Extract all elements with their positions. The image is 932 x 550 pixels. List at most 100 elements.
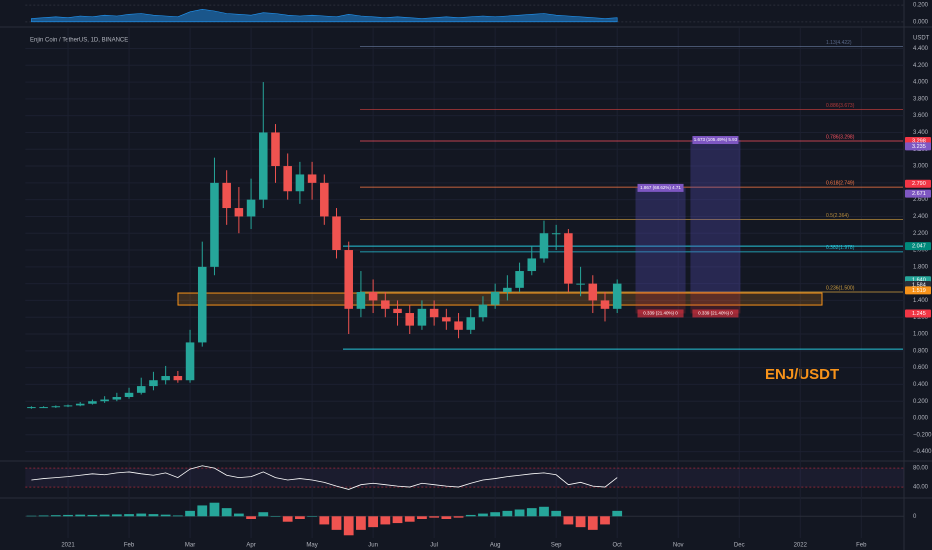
macd-bar <box>539 506 549 517</box>
x-tick-label: Jun <box>368 543 378 549</box>
y-tick-label: −0.400 <box>913 449 932 455</box>
fib-label: 0.886(3.673) <box>826 103 855 109</box>
candle-body <box>185 342 195 381</box>
candle-body <box>332 216 341 251</box>
x-tick-label: Sep <box>551 543 562 549</box>
x-tick-label: Dec <box>734 543 745 549</box>
y-tick-label: 0.600 <box>913 365 929 371</box>
y-tick-label: 4.400 <box>913 46 929 52</box>
candle-body <box>576 283 585 285</box>
candle-body <box>515 271 524 288</box>
macd-bar <box>307 516 317 517</box>
measure-box <box>690 140 741 293</box>
price-tag-label: 3.298 <box>912 138 926 144</box>
x-tick-label: Oct <box>613 543 623 549</box>
candle-body <box>588 283 598 301</box>
x-tick-label: Mar <box>185 543 195 549</box>
watermark: ENJ/USDT <box>765 366 839 383</box>
macd-bar <box>221 508 232 517</box>
x-tick-label: Feb <box>856 543 867 549</box>
price-tag <box>905 189 931 198</box>
y-tick-label: 0.800 <box>913 348 929 354</box>
candle-body <box>246 199 256 217</box>
macd-bar <box>356 516 366 530</box>
candle-body <box>136 386 146 393</box>
macd-bar <box>453 516 464 518</box>
candle-body <box>442 317 451 322</box>
candle-body <box>405 313 415 326</box>
measure-label: 1.867 (68.62%) 4.71 <box>640 185 681 190</box>
chart-title: Enjin Coin / TetherUS, 1D, BINANCE <box>30 38 128 44</box>
rsi-tick-label: 40.00 <box>913 485 929 491</box>
macd-bar <box>465 514 476 517</box>
candle-body <box>271 132 280 167</box>
y-tick-label: 1.400 <box>913 298 929 304</box>
macd-bar <box>587 516 598 530</box>
candle-body <box>612 283 622 309</box>
y-tick-label: 3.400 <box>913 130 929 136</box>
macd-bar <box>87 514 98 517</box>
candle-body <box>234 208 244 217</box>
macd-bar <box>575 516 586 528</box>
y-tick-label: 2.400 <box>913 214 929 220</box>
candle-body <box>51 406 61 408</box>
candle-body <box>454 321 463 330</box>
macd-bar <box>75 514 86 517</box>
fib-label: 0.5(2.364) <box>826 213 849 219</box>
fib-label: 0.382(1.978) <box>826 245 855 251</box>
macd-bar <box>441 516 452 519</box>
candle-body <box>356 292 366 309</box>
macd-bar <box>612 510 623 517</box>
candle-body <box>417 308 427 326</box>
x-tick-label: May <box>306 543 317 549</box>
price-tag-label: 2.671 <box>912 191 926 197</box>
macd-bar <box>136 513 147 517</box>
candle-body <box>161 376 170 381</box>
macd-bar <box>209 502 220 517</box>
candle-body <box>100 399 109 402</box>
macd-bar <box>551 510 562 517</box>
candle-body <box>539 233 549 259</box>
macd-bar <box>331 516 342 530</box>
x-tick-label: Nov <box>673 543 684 549</box>
macd-bar <box>50 515 61 517</box>
candle-body <box>551 233 561 235</box>
price-tag-label: 2.790 <box>912 181 926 187</box>
fib-label: 0.236(1.500) <box>826 285 855 291</box>
fib-label: 1.13(4.422) <box>826 40 852 46</box>
macd-bar <box>197 505 208 517</box>
macd-bar <box>160 514 171 517</box>
macd-bar <box>502 510 513 517</box>
top-tick-label: 0.200 <box>913 3 929 9</box>
candle-body <box>429 308 439 318</box>
risk-label-bg <box>692 309 739 318</box>
candle-body <box>63 405 73 407</box>
candle-body <box>75 403 85 406</box>
candle-body <box>466 317 476 330</box>
y-tick-label: 1.000 <box>913 332 929 338</box>
macd-bar <box>563 516 574 525</box>
price-tag <box>905 242 931 251</box>
macd-bar <box>368 516 379 528</box>
price-tag-label: 1.245 <box>912 311 926 317</box>
price-tag <box>905 309 931 318</box>
candle-body <box>600 300 610 309</box>
y-tick-label: 3.000 <box>913 164 929 170</box>
macd-bar <box>295 516 305 519</box>
macd-bar <box>490 512 501 517</box>
macd-bar <box>270 516 281 517</box>
macd-bar <box>246 516 256 519</box>
y-tick-label: −0.200 <box>913 432 932 438</box>
unit-label: USDT <box>913 36 930 42</box>
measure-label-bg <box>637 183 684 192</box>
candle-body <box>490 292 500 305</box>
measure-box <box>635 187 686 293</box>
risk-label: 0.339 (21.40%) 0 <box>698 311 733 316</box>
x-tick-label: Jul <box>430 543 438 549</box>
price-tag <box>905 179 931 188</box>
y-tick-label: 3.600 <box>913 113 929 119</box>
macd-tick-label: 0 <box>913 514 917 520</box>
measure-label: 1.673 (105.49%) 5.93 <box>694 137 738 142</box>
